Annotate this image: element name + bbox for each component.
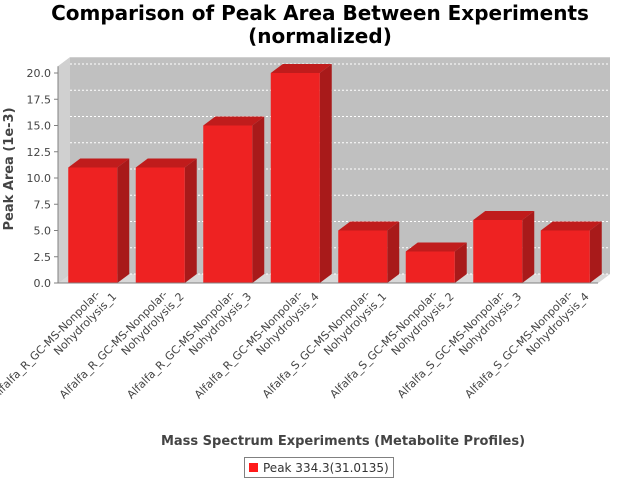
- bar-top: [338, 221, 400, 231]
- y-tick-label: 7.5: [34, 198, 52, 211]
- legend-label: Peak 334.3(31.0135): [263, 460, 389, 475]
- bar-side: [454, 242, 467, 283]
- x-tick-label-line: Alfalfa_S_GC-MS-Nonpolar-: [260, 288, 373, 401]
- x-tick-label-line: Alfalfa_R_GC-MS-Nonpolar-: [0, 288, 103, 401]
- x-tick-label: Alfalfa_R_GC-MS-Nonpolar-Nohydrolysis_2: [57, 281, 187, 411]
- x-tick-label-line: Alfalfa_R_GC-MS-Nonpolar-: [57, 288, 170, 401]
- bar-side: [522, 211, 535, 283]
- legend: Peak 334.3(31.0135): [244, 457, 394, 478]
- x-tick-label: Alfalfa_R_GC-MS-Nonpolar-Nohydrolysis_3: [124, 281, 254, 411]
- y-tick-label: 10.0: [27, 172, 52, 185]
- bar: [203, 116, 265, 283]
- y-tick-label: 20.0: [27, 67, 52, 80]
- bar-top: [270, 64, 332, 73]
- bar-side: [184, 158, 197, 283]
- x-tick-label: Alfalfa_S_GC-MS-Nonpolar-Nohydrolysis_1: [260, 281, 389, 410]
- bars-group: [68, 64, 602, 283]
- x-tick-label-line: Alfalfa_S_GC-MS-Nonpolar-: [395, 288, 508, 401]
- y-axis-label: Peak Area (1e-3): [2, 107, 17, 230]
- x-tick-label: Alfalfa_S_GC-MS-Nonpolar-Nohydrolysis_2: [327, 281, 456, 410]
- bar-top: [203, 116, 265, 126]
- y-tick-label: 0.0: [34, 277, 52, 290]
- bar: [270, 64, 332, 283]
- y-tick-label: 5.0: [34, 225, 52, 238]
- bar-side: [117, 158, 130, 283]
- bar-side: [319, 64, 332, 283]
- bar: [338, 221, 400, 283]
- bar: [68, 158, 130, 283]
- plot-left-wall: [58, 57, 70, 283]
- bar-front: [270, 73, 320, 283]
- x-tick-label: Alfalfa_S_GC-MS-Nonpolar-Nohydrolysis_4: [462, 281, 591, 410]
- bar-front: [203, 125, 253, 283]
- bar: [473, 211, 535, 283]
- x-tick-label-line: Alfalfa_R_GC-MS-Nonpolar-: [192, 288, 305, 401]
- legend-swatch: [249, 463, 258, 472]
- bar: [540, 221, 602, 283]
- x-tick-label: Alfalfa_S_GC-MS-Nonpolar-Nohydrolysis_3: [395, 281, 524, 410]
- bar-top: [405, 242, 467, 252]
- bar: [135, 158, 197, 283]
- bar-front: [135, 167, 185, 283]
- x-axis-label: Mass Spectrum Experiments (Metabolite Pr…: [161, 434, 525, 449]
- x-tick-label-line: Alfalfa_S_GC-MS-Nonpolar-: [462, 288, 575, 401]
- bar: [405, 242, 467, 283]
- plot-floor: [58, 274, 610, 283]
- bar-top: [473, 211, 535, 220]
- x-tick-label-line: Alfalfa_R_GC-MS-Nonpolar-: [124, 288, 237, 401]
- y-tick-label: 12.5: [27, 146, 52, 159]
- chart-title-sub: (normalized): [248, 24, 392, 48]
- y-tick-label: 15.0: [27, 120, 52, 133]
- x-tick-label: Alfalfa_R_GC-MS-Nonpolar-Nohydrolysis_4: [192, 281, 322, 411]
- bar-top: [540, 221, 602, 231]
- bar-front: [473, 220, 523, 283]
- chart-title-main: Comparison of Peak Area Between Experime…: [51, 1, 589, 25]
- bar-front: [338, 230, 388, 283]
- x-tick-label-line: Alfalfa_S_GC-MS-Nonpolar-: [327, 288, 440, 401]
- bar-side: [387, 221, 400, 283]
- bar-side: [252, 116, 265, 283]
- bar-front: [405, 251, 455, 283]
- bar-top: [68, 158, 130, 168]
- bar-front: [68, 167, 118, 283]
- y-tick-label: 2.5: [34, 251, 52, 264]
- bar-front: [540, 230, 590, 283]
- bar-side: [589, 221, 602, 283]
- chart-title: Comparison of Peak Area Between Experime…: [0, 2, 640, 48]
- y-tick-label: 17.5: [27, 93, 52, 106]
- bar-top: [135, 158, 197, 168]
